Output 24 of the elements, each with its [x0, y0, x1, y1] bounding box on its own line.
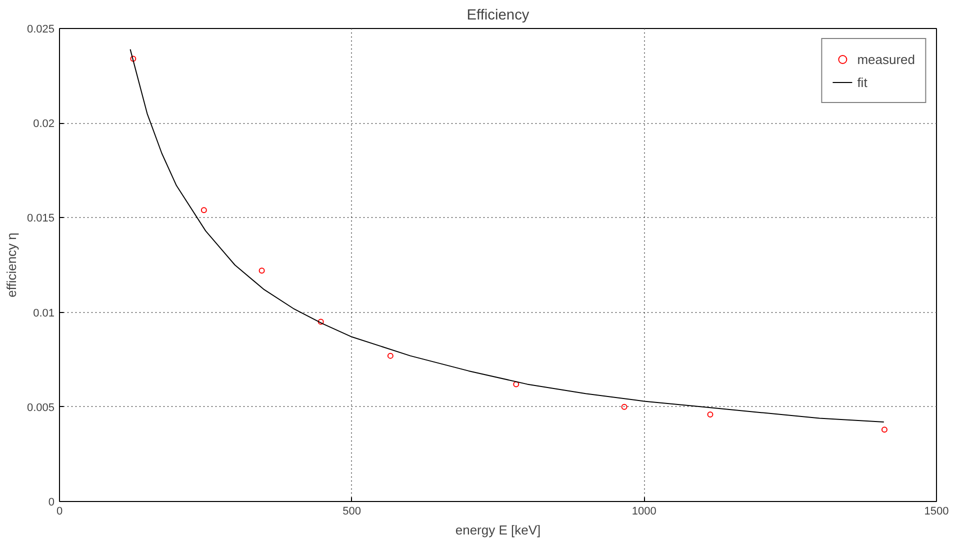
point: [707, 411, 714, 418]
point: [258, 268, 265, 274]
y-tick-label: 0.01: [33, 307, 55, 320]
x-tick-label: 500: [342, 506, 362, 518]
point: [318, 318, 324, 325]
point: [130, 56, 136, 62]
legend-label: measured: [857, 52, 915, 66]
chart-title: Efficiency: [466, 8, 530, 24]
point: [881, 426, 888, 433]
legend-label: fit: [857, 74, 868, 90]
point: [200, 207, 207, 214]
y-tick-label: 0.015: [26, 212, 55, 225]
point: [621, 404, 628, 410]
point: [387, 352, 394, 359]
x-axis-title: energy E [keV]: [455, 522, 541, 538]
y-tick-label: 0: [48, 496, 55, 508]
x-tick-label: 0: [56, 506, 63, 518]
y-tick-label: 0.005: [26, 402, 55, 414]
point: [513, 381, 520, 388]
y-axis-title: efficiency η: [4, 232, 19, 298]
x-tick-label: 1500: [924, 506, 949, 518]
x-tick-label: 1000: [632, 506, 656, 518]
y-tick-label: 0.02: [33, 118, 55, 130]
y-tick-label: 0.025: [26, 24, 55, 36]
